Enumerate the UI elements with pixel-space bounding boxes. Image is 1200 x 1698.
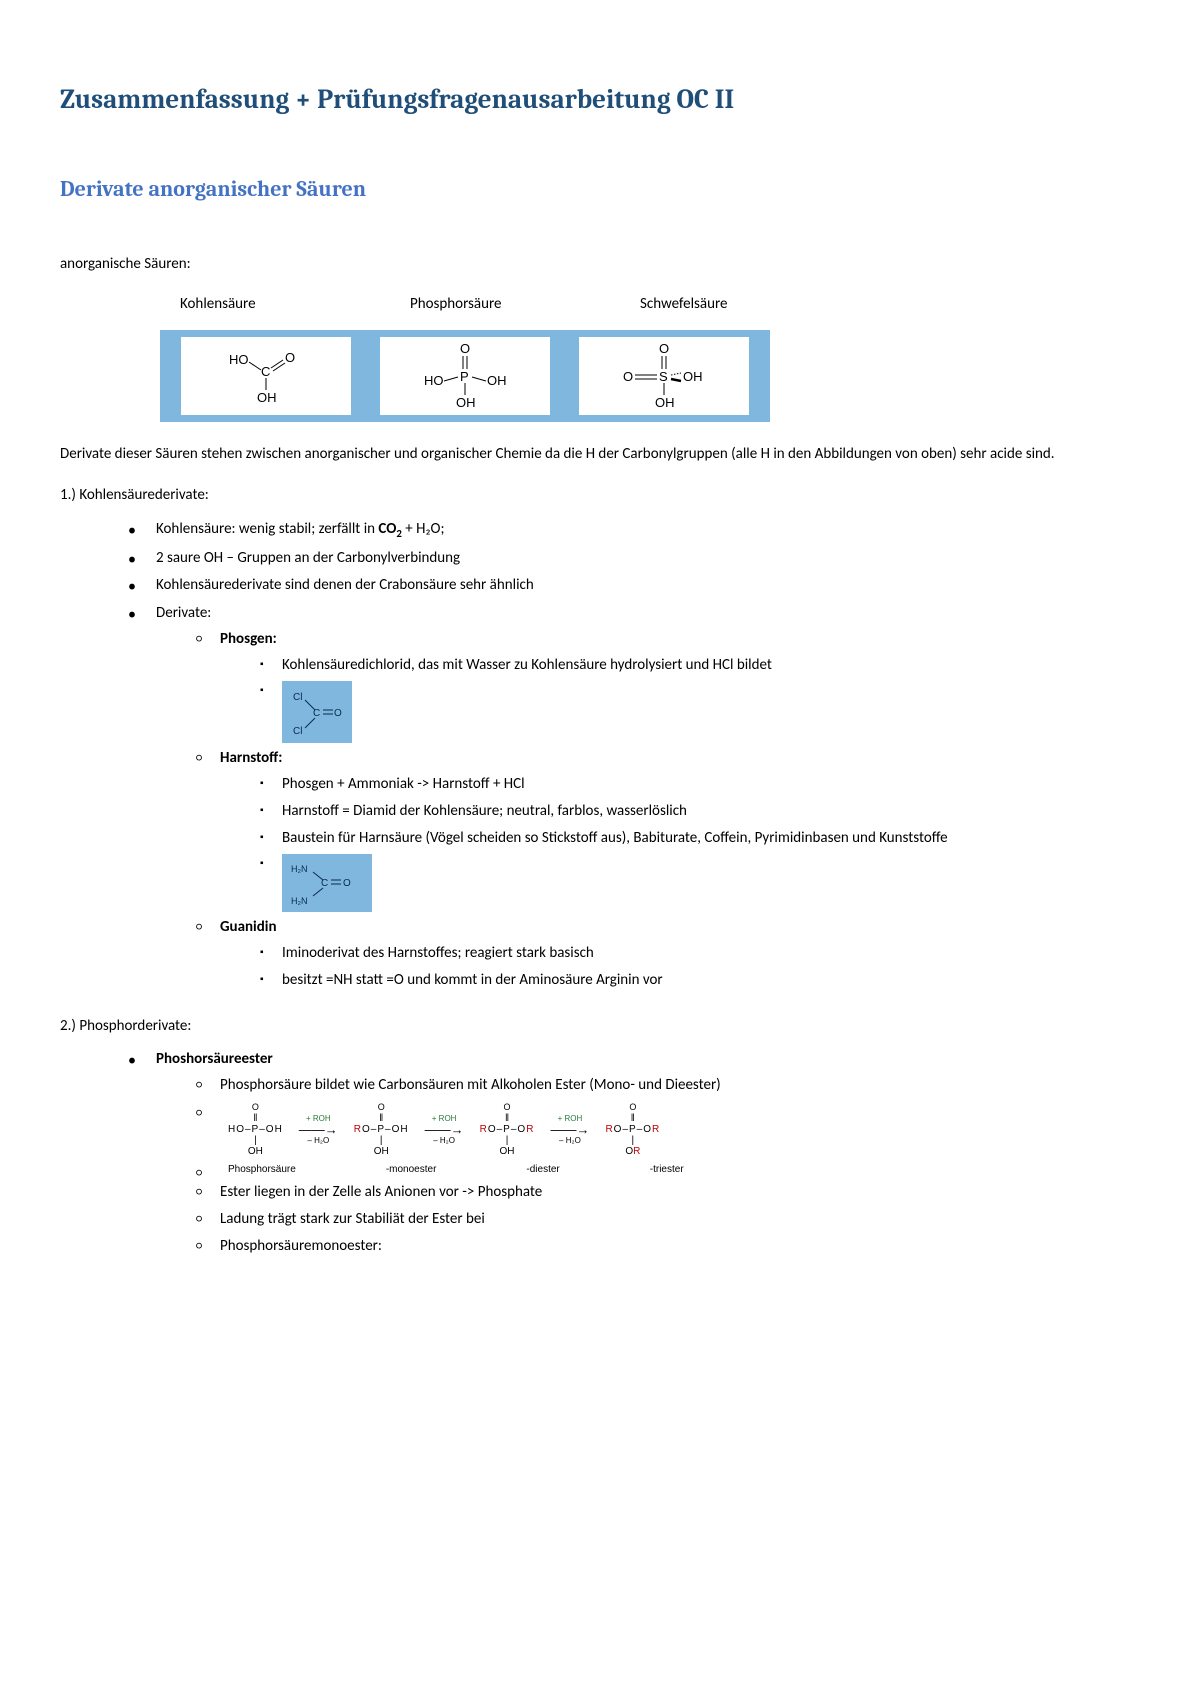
svg-text:OH: OH	[456, 395, 476, 410]
phosphate-labels: Phosphorsäure -monoester -diester -tries…	[228, 1163, 1140, 1178]
numbered-1: 1.) Kohlensäurederivate:	[60, 485, 1140, 507]
section-heading: Derivate anorganischer Säuren	[60, 174, 1140, 206]
svg-text:O: O	[460, 341, 470, 356]
list-item: Ladung trägt stark zur Stabiliät der Est…	[196, 1209, 1140, 1231]
list-item: Baustein für Harnsäure (Vögel scheiden s…	[260, 828, 1140, 850]
phosphoric-acid-structure: O P HO OH OH	[380, 337, 550, 415]
svg-text:O: O	[659, 341, 669, 356]
kohlensaeure-list: Kohlensäure: wenig stabil; zerfällt in C…	[128, 519, 1140, 992]
phosgen-structure: Cl C O Cl	[282, 681, 352, 743]
paragraph-1: Derivate dieser Säuren stehen zwischen a…	[60, 444, 1140, 466]
acid-col-3: Schwefelsäure	[640, 294, 790, 316]
svg-text:S: S	[659, 369, 668, 384]
list-item: besitzt =NH statt =O und kommt in der Am…	[260, 970, 1140, 992]
svg-text:P: P	[460, 369, 469, 384]
acid-labels-row: Kohlensäure Phosphorsäure Schwefelsäure	[180, 294, 1140, 316]
list-item: H₂N C O H₂N	[260, 854, 1140, 912]
svg-text:C: C	[321, 878, 328, 889]
svg-text:H₂N: H₂N	[291, 864, 308, 874]
carbonic-acid-structure: HO C O OH	[181, 337, 351, 415]
list-item: Harnstoff: Phosgen + Ammoniak -> Harnsto…	[196, 748, 1140, 912]
svg-text:H₂N: H₂N	[291, 896, 308, 906]
list-item: Kohlensäurederivate sind denen der Crabo…	[128, 575, 1140, 597]
list-item: Derivate: Phosgen: Kohlensäuredichlorid,…	[128, 603, 1140, 992]
harnstoff-structure: H₂N C O H₂N	[282, 854, 372, 912]
list-item: Guanidin Iminoderivat des Harnstoffes; r…	[196, 917, 1140, 991]
acid-col-2: Phosphorsäure	[410, 294, 560, 316]
phosphor-list: Phoshorsäureester Phosphorsäure bildet w…	[128, 1049, 1140, 1257]
acid-col-1: Kohlensäure	[180, 294, 330, 316]
svg-text:Cl: Cl	[293, 692, 302, 703]
list-item: Phosphorsäure -monoester -diester -tries…	[196, 1163, 1140, 1178]
svg-text:C: C	[313, 708, 320, 719]
list-item: 2 saure OH – Gruppen an der Carbonylverb…	[128, 548, 1140, 570]
sulfuric-acid-structure: O S O OH OH	[579, 337, 749, 415]
list-item: Phosphorsäure bildet wie Carbonsäuren mi…	[196, 1075, 1140, 1097]
list-item: Harnstoff = Diamid der Kohlensäure; neut…	[260, 801, 1140, 823]
list-item: Phosphorsäuremonoester:	[196, 1236, 1140, 1258]
svg-text:O: O	[334, 708, 342, 719]
list-item: Kohlensäure: wenig stabil; zerfällt in C…	[128, 519, 1140, 542]
svg-text:HO: HO	[229, 352, 249, 367]
list-item: Phosgen: Kohlensäuredichlorid, das mit W…	[196, 629, 1140, 744]
list-item: Iminoderivat des Harnstoffes; reagiert s…	[260, 943, 1140, 965]
svg-text:O: O	[623, 369, 633, 384]
list-item: Phosgen + Ammoniak -> Harnstoff + HCl	[260, 774, 1140, 796]
svg-text:Cl: Cl	[293, 726, 302, 737]
svg-text:C: C	[261, 364, 270, 379]
svg-text:OH: OH	[487, 373, 507, 388]
acid-structures-panel: HO C O OH O P HO OH OH O S	[160, 330, 770, 422]
list-item: Cl C O Cl	[260, 681, 1140, 743]
list-item: Ester liegen in der Zelle als Anionen vo…	[196, 1182, 1140, 1204]
page-title: Zusammenfassung + Prüfungsfragenausarbei…	[60, 80, 1140, 119]
list-item: O ‖ HO–P–OH | OH + ROH ——→ – H₂O O ‖	[196, 1103, 1140, 1157]
svg-text:O: O	[285, 350, 295, 365]
list-item: Kohlensäuredichlorid, das mit Wasser zu …	[260, 655, 1140, 677]
svg-text:OH: OH	[683, 369, 703, 384]
phosphate-ester-scheme: O ‖ HO–P–OH | OH + ROH ——→ – H₂O O ‖	[228, 1103, 1140, 1157]
svg-text:OH: OH	[257, 390, 277, 405]
list-item: Phoshorsäureester Phosphorsäure bildet w…	[128, 1049, 1140, 1257]
numbered-2: 2.) Phosphorderivate:	[60, 1016, 1140, 1038]
svg-text:HO: HO	[424, 373, 444, 388]
intro-label: anorganische Säuren:	[60, 254, 1140, 276]
svg-text:O: O	[343, 878, 351, 889]
svg-text:OH: OH	[655, 395, 675, 410]
